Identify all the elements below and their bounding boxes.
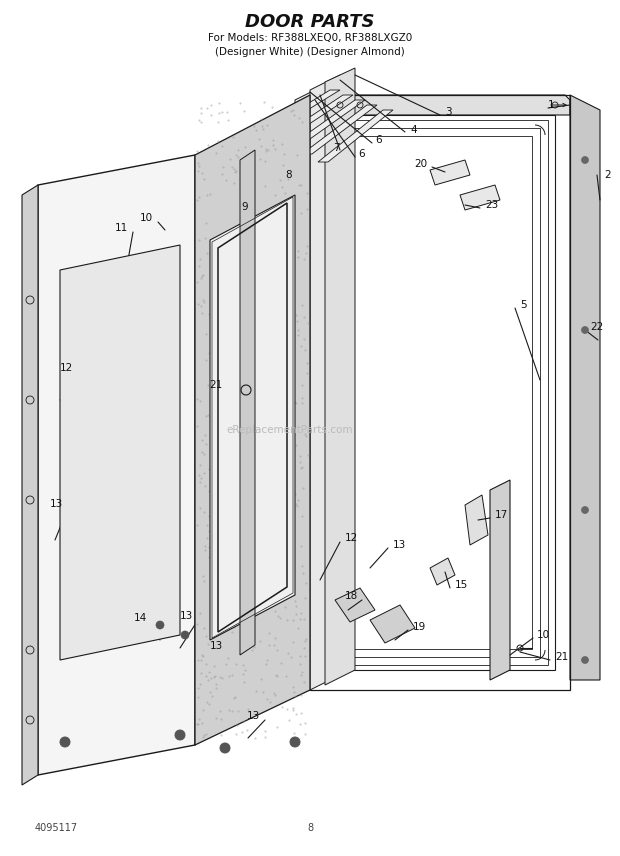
Polygon shape bbox=[570, 95, 600, 680]
Polygon shape bbox=[195, 95, 310, 745]
Polygon shape bbox=[370, 605, 415, 643]
Text: 8: 8 bbox=[285, 170, 292, 180]
Polygon shape bbox=[490, 480, 510, 680]
Text: eReplacementParts.com: eReplacementParts.com bbox=[227, 425, 353, 435]
Text: (Designer White) (Designer Almond): (Designer White) (Designer Almond) bbox=[215, 47, 405, 57]
Polygon shape bbox=[325, 68, 355, 685]
Polygon shape bbox=[265, 90, 340, 130]
Circle shape bbox=[175, 730, 185, 740]
Circle shape bbox=[582, 326, 588, 334]
Text: 3: 3 bbox=[445, 107, 451, 117]
Circle shape bbox=[582, 507, 588, 514]
Text: 6: 6 bbox=[375, 135, 382, 145]
Text: 11: 11 bbox=[115, 223, 128, 233]
Text: 9: 9 bbox=[241, 202, 248, 212]
Text: 2: 2 bbox=[604, 170, 611, 180]
Text: DOOR PARTS: DOOR PARTS bbox=[246, 13, 374, 31]
Polygon shape bbox=[22, 185, 38, 785]
Polygon shape bbox=[255, 135, 270, 655]
Text: 5: 5 bbox=[520, 300, 526, 310]
Circle shape bbox=[582, 157, 588, 163]
Text: 13: 13 bbox=[247, 711, 260, 721]
Polygon shape bbox=[465, 495, 488, 545]
Text: 13: 13 bbox=[393, 540, 406, 550]
Circle shape bbox=[60, 737, 70, 747]
Text: 13: 13 bbox=[180, 611, 193, 621]
Text: 21: 21 bbox=[210, 380, 223, 390]
Circle shape bbox=[156, 621, 164, 629]
Polygon shape bbox=[460, 185, 500, 210]
Polygon shape bbox=[60, 245, 180, 660]
Text: 15: 15 bbox=[455, 580, 468, 590]
Polygon shape bbox=[315, 95, 570, 115]
Circle shape bbox=[582, 657, 588, 663]
Text: 13: 13 bbox=[50, 499, 63, 509]
Circle shape bbox=[181, 631, 189, 639]
Text: 10: 10 bbox=[537, 630, 550, 640]
Text: 18: 18 bbox=[345, 591, 358, 601]
Polygon shape bbox=[318, 110, 393, 162]
Circle shape bbox=[220, 743, 230, 753]
Text: 19: 19 bbox=[413, 622, 427, 632]
Text: 17: 17 bbox=[495, 510, 508, 520]
Polygon shape bbox=[430, 160, 470, 185]
Text: 22: 22 bbox=[590, 322, 603, 332]
Text: 12: 12 bbox=[60, 363, 73, 373]
Text: 13: 13 bbox=[210, 641, 223, 651]
Text: 21: 21 bbox=[555, 652, 569, 662]
Text: 8: 8 bbox=[307, 823, 313, 833]
Polygon shape bbox=[38, 155, 195, 775]
Polygon shape bbox=[240, 150, 255, 655]
Text: 4095117: 4095117 bbox=[35, 823, 78, 833]
Text: 14: 14 bbox=[134, 613, 147, 623]
Text: 20: 20 bbox=[414, 159, 427, 169]
Polygon shape bbox=[302, 105, 377, 154]
Text: 7: 7 bbox=[334, 143, 340, 153]
Polygon shape bbox=[295, 85, 325, 695]
Polygon shape bbox=[210, 195, 295, 640]
Text: 4: 4 bbox=[410, 125, 417, 135]
Polygon shape bbox=[278, 95, 353, 138]
Text: 1: 1 bbox=[548, 100, 555, 110]
Polygon shape bbox=[310, 75, 340, 690]
Polygon shape bbox=[290, 100, 365, 146]
Circle shape bbox=[290, 737, 300, 747]
Text: 12: 12 bbox=[345, 533, 358, 543]
Text: 10: 10 bbox=[140, 213, 153, 223]
Polygon shape bbox=[430, 558, 455, 585]
Text: 6: 6 bbox=[358, 149, 365, 159]
Polygon shape bbox=[335, 588, 375, 622]
Text: 23: 23 bbox=[485, 200, 498, 210]
Text: For Models: RF388LXEQ0, RF388LXGZ0: For Models: RF388LXEQ0, RF388LXGZ0 bbox=[208, 33, 412, 43]
